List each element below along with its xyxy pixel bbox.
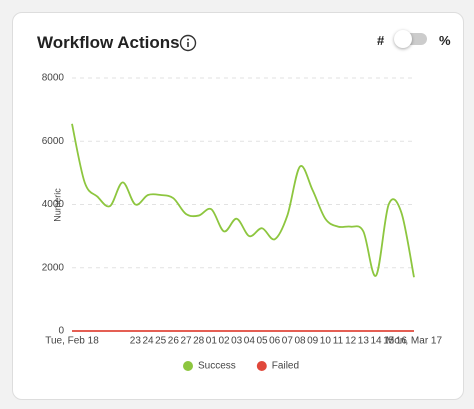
x-tick-label: 09 <box>307 336 319 347</box>
series-line <box>71 123 415 278</box>
y-tick-label: 6000 <box>42 136 65 147</box>
x-tick-label: Mon, Mar 17 <box>386 336 443 347</box>
legend-marker <box>183 361 193 371</box>
info-icon[interactable] <box>179 34 197 52</box>
x-tick-label: 23 <box>130 336 142 347</box>
toggle-percent[interactable]: % <box>439 33 451 48</box>
y-axis-label: Numeric <box>52 188 62 222</box>
x-tick-label: 14 <box>370 336 382 347</box>
x-tick-label: 06 <box>269 336 281 347</box>
y-tick-label: 8000 <box>42 73 65 84</box>
x-tick-label: 02 <box>218 336 230 347</box>
legend-marker <box>256 361 267 371</box>
x-tick-label: 12 <box>345 336 357 347</box>
x-tick-label: 10 <box>320 336 332 347</box>
x-tick-label: 11 <box>333 336 344 347</box>
card-title: Workflow Actions <box>37 33 180 52</box>
x-tick-label: 24 <box>142 336 154 347</box>
x-tick-label: 16 <box>396 336 408 347</box>
x-tick-label: 26 <box>168 336 180 347</box>
x-tick-label: 25 <box>155 336 167 347</box>
x-tick-label: 01 <box>206 336 218 347</box>
x-tick-label: 03 <box>231 336 243 347</box>
x-tick-label: 05 <box>256 336 268 347</box>
legend-label: Failed <box>272 361 299 372</box>
y-tick-label: 2000 <box>42 262 65 273</box>
x-tick-label: 28 <box>193 336 205 347</box>
x-tick-label: 07 <box>282 336 294 347</box>
toggle-count[interactable]: # <box>377 33 385 48</box>
x-tick-label: 04 <box>244 336 256 347</box>
x-tick-label: 15 <box>383 336 395 347</box>
x-tick-label: 27 <box>180 336 192 347</box>
legend-label: Success <box>198 361 236 372</box>
y-tick-label: 0 <box>58 326 64 337</box>
x-tick-label: Tue, Feb 18 <box>45 336 99 347</box>
x-tick-label: 08 <box>294 336 306 347</box>
x-tick-label: 13 <box>358 336 370 347</box>
y-tick-label: 4000 <box>42 199 65 210</box>
toggle-switch[interactable] <box>394 30 427 48</box>
